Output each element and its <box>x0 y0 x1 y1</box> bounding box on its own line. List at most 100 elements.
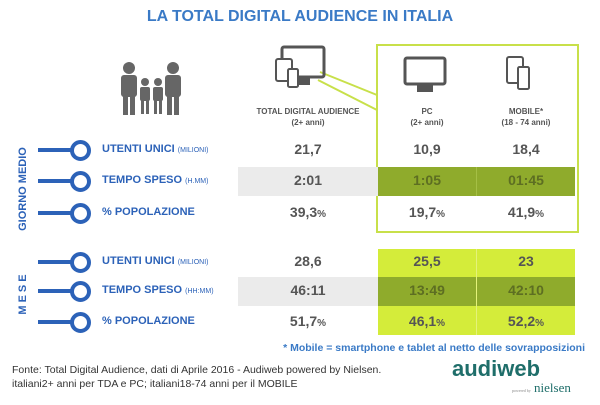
value-text: 25,5 <box>413 253 441 269</box>
value-text: 18,4 <box>512 141 540 157</box>
row-ring-icon <box>70 203 91 224</box>
group-label-giorno-medio: GIORNO MEDIO <box>17 147 29 231</box>
value-text: 42:10 <box>508 282 544 298</box>
column-label: MOBILE* <box>508 107 544 116</box>
value-cell: 25,5 <box>378 253 476 269</box>
row-label-text: TEMPO SPESO <box>102 174 183 186</box>
row-label-text: TEMPO SPESO <box>102 284 183 296</box>
row-label: % POPOLAZIONE <box>102 315 195 327</box>
value-text: 21,7 <box>294 141 322 157</box>
percent-sign: % <box>436 318 446 329</box>
value-text: 39,3 <box>289 204 318 220</box>
row-label-text: % POPOLAZIONE <box>102 315 195 327</box>
percent-sign: % <box>535 318 545 329</box>
value-cell: 13:49 <box>378 282 476 298</box>
mobile-footnote: * Mobile = smartphone e tablet al netto … <box>283 342 585 354</box>
value-cell: 21,7 <box>238 141 378 157</box>
row-ring-icon <box>70 171 91 192</box>
row-label-text: % POPOLAZIONE <box>102 206 195 218</box>
percent-sign: % <box>436 209 446 220</box>
row-unit: (MILIONI) <box>177 147 209 154</box>
row-label: UTENTI UNICI (MILIONI) <box>102 143 209 155</box>
row-band <box>238 277 378 306</box>
value-cell: 18,4 <box>476 141 576 157</box>
value-text: 28,6 <box>294 253 322 269</box>
row-label: UTENTI UNICI (MILIONI) <box>102 255 209 267</box>
column-header-pc: PC (2+ anni) <box>378 106 476 128</box>
source-line: Fonte: Total Digital Audience, dati di A… <box>12 364 382 376</box>
row-band <box>238 167 378 196</box>
row-label-text: UTENTI UNICI <box>102 143 175 155</box>
row-connector-bar <box>38 320 78 324</box>
value-cell: 46:11 <box>238 282 378 298</box>
audiweb-nielsen-logo: audiweb powered by nielsen <box>452 358 592 398</box>
value-cell: 01:45 <box>476 172 576 188</box>
logo-partner-name: nielsen <box>534 380 571 395</box>
family-icon <box>121 62 181 115</box>
percent-sign: % <box>317 209 327 220</box>
row-label: % POPOLAZIONE <box>102 206 195 218</box>
column-sub: (2+ anni) <box>410 118 444 127</box>
column-label: PC <box>421 107 433 116</box>
logo-brand: audiweb <box>452 356 541 381</box>
row-ring-icon <box>70 140 91 161</box>
column-header-tda: TOTAL DIGITAL AUDIENCE (2+ anni) <box>238 106 378 128</box>
value-cell: 46,1% <box>378 313 476 329</box>
column-sub: (2+ anni) <box>291 118 325 127</box>
value-cell: 2:01 <box>238 172 378 188</box>
value-cell: 51,7% <box>238 313 378 329</box>
value-text: 51,7 <box>289 313 318 329</box>
source-line: italiani2+ anni per TDA e PC; italiani18… <box>12 378 298 390</box>
row-label: TEMPO SPESO (HH:MM) <box>102 284 214 296</box>
value-cell: 41,9% <box>476 204 576 220</box>
column-sub: (18 - 74 anni) <box>501 118 551 127</box>
column-header-mobile: MOBILE* (18 - 74 anni) <box>476 106 576 128</box>
group-label-mese: MESE <box>17 271 29 315</box>
value-text: 41,9 <box>507 204 536 220</box>
value-cell: 39,3% <box>238 204 378 220</box>
value-cell: 23 <box>476 253 576 269</box>
row-label: TEMPO SPESO (H.MM) <box>102 174 208 186</box>
row-ring-icon <box>70 281 91 302</box>
value-text: 46:11 <box>290 282 326 298</box>
row-connector-bar <box>38 179 78 183</box>
value-cell: 52,2% <box>476 313 576 329</box>
percent-sign: % <box>317 318 327 329</box>
value-text: 2:01 <box>293 172 323 188</box>
value-cell: 28,6 <box>238 253 378 269</box>
value-text: 01:45 <box>508 172 544 188</box>
row-label-text: UTENTI UNICI <box>102 255 175 267</box>
row-ring-icon <box>70 312 91 333</box>
value-cell: 1:05 <box>378 172 476 188</box>
percent-sign: % <box>535 209 545 220</box>
row-connector-bar <box>38 211 78 215</box>
value-text: 19,7 <box>408 204 437 220</box>
column-label: TOTAL DIGITAL AUDIENCE <box>256 107 360 116</box>
value-cell: 42:10 <box>476 282 576 298</box>
row-ring-icon <box>70 252 91 273</box>
value-cell: 10,9 <box>378 141 476 157</box>
value-text: 10,9 <box>413 141 441 157</box>
devices-icon <box>275 45 326 88</box>
row-unit: (HH:MM) <box>185 288 214 295</box>
row-unit: (MILIONI) <box>177 259 209 266</box>
row-unit: (H.MM) <box>185 178 209 185</box>
divider <box>476 167 477 196</box>
row-connector-bar <box>38 289 78 293</box>
tablet-phone-icon <box>506 56 530 90</box>
row-connector-bar <box>38 260 78 264</box>
row-connector-bar <box>38 148 78 152</box>
value-text: 52,2 <box>507 313 536 329</box>
value-text: 13:49 <box>409 282 445 298</box>
monitor-icon <box>403 56 447 92</box>
source-text: Fonte: Total Digital Audience, dati di A… <box>12 363 381 391</box>
value-cell: 19,7% <box>378 204 476 220</box>
logo-powered: powered by <box>512 388 531 393</box>
divider <box>476 249 477 335</box>
pc-mobile-highlight-box <box>376 44 579 233</box>
value-text: 23 <box>518 253 534 269</box>
page-title: LA TOTAL DIGITAL AUDIENCE IN ITALIA <box>146 8 454 25</box>
value-text: 1:05 <box>412 172 442 188</box>
